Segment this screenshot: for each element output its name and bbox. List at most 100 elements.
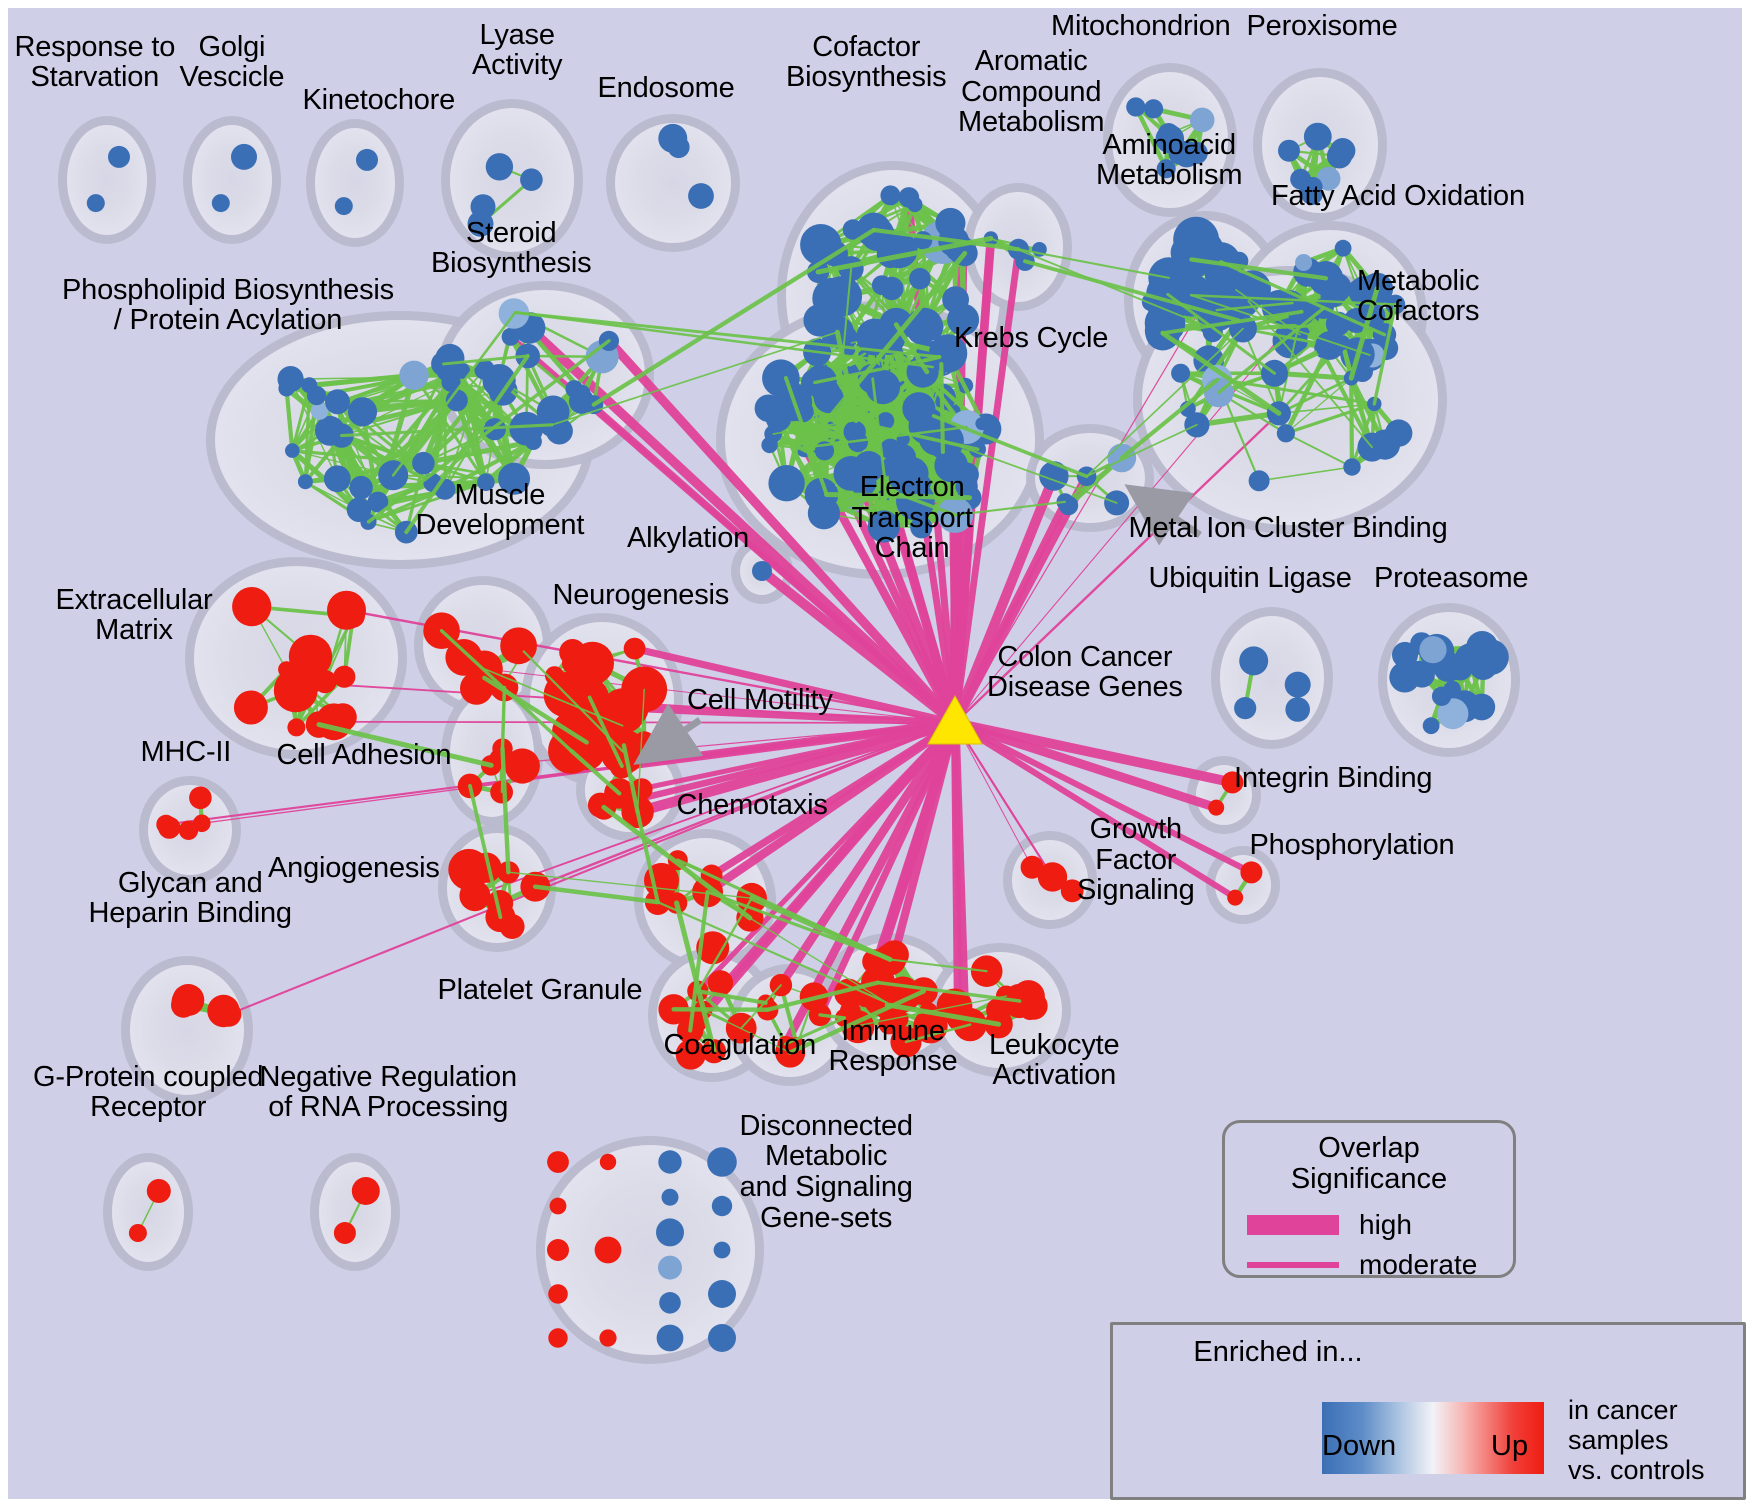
gene-set-node[interactable] — [1248, 470, 1270, 492]
gene-set-node[interactable] — [572, 384, 591, 403]
gene-set-node[interactable] — [879, 949, 904, 974]
gene-set-node[interactable] — [842, 219, 864, 240]
gene-set-node[interactable] — [333, 665, 356, 688]
gene-set-node[interactable] — [656, 1218, 684, 1247]
gene-set-node[interactable] — [600, 688, 646, 734]
gene-set-node[interactable] — [754, 394, 783, 423]
gene-set-node[interactable] — [708, 1280, 736, 1308]
gene-set-node[interactable] — [688, 183, 714, 209]
gene-set-node[interactable] — [876, 412, 895, 430]
gene-set-node[interactable] — [708, 1324, 736, 1352]
gene-set-node[interactable] — [1448, 656, 1473, 681]
gene-set-node[interactable] — [1326, 143, 1353, 169]
hub-triangle-icon[interactable] — [927, 694, 983, 745]
gene-set-node[interactable] — [1408, 660, 1430, 682]
gene-set-node[interactable] — [467, 210, 494, 237]
gene-set-node[interactable] — [910, 516, 933, 539]
gene-set-node[interactable] — [548, 1284, 568, 1304]
gene-set-node[interactable] — [1419, 636, 1447, 664]
gene-set-node[interactable] — [520, 168, 543, 191]
gene-set-node[interactable] — [1278, 139, 1300, 162]
cluster-bubble-golgi-vescicle[interactable] — [192, 125, 272, 235]
gene-set-node[interactable] — [804, 477, 839, 512]
gene-set-node[interactable] — [509, 411, 544, 446]
gene-set-node[interactable] — [713, 1241, 731, 1259]
gene-set-node[interactable] — [287, 718, 306, 737]
gene-set-node[interactable] — [880, 276, 904, 301]
gene-set-node[interactable] — [928, 334, 968, 373]
gene-set-node[interactable] — [412, 451, 435, 475]
gene-set-node[interactable] — [501, 327, 520, 346]
gene-set-node[interactable] — [1285, 697, 1310, 722]
gene-set-node[interactable] — [1422, 717, 1440, 735]
gene-set-node[interactable] — [1303, 122, 1332, 151]
gene-set-node[interactable] — [288, 634, 333, 679]
gene-set-node[interactable] — [975, 417, 989, 431]
gene-set-node[interactable] — [761, 436, 778, 454]
gene-set-node[interactable] — [310, 401, 329, 420]
gene-set-node[interactable] — [547, 1151, 569, 1173]
gene-set-node[interactable] — [880, 185, 901, 206]
gene-set-node[interactable] — [459, 880, 491, 912]
gene-set-node[interactable] — [1227, 889, 1244, 906]
gene-set-node[interactable] — [341, 604, 365, 628]
gene-set-node[interactable] — [1334, 239, 1352, 257]
gene-set-node[interactable] — [1240, 861, 1263, 884]
gene-set-node[interactable] — [233, 690, 268, 725]
gene-set-node[interactable] — [658, 1150, 682, 1174]
gene-set-node[interactable] — [232, 587, 272, 627]
gene-set-node[interactable] — [347, 397, 378, 427]
gene-set-node[interactable] — [1208, 799, 1225, 816]
gene-set-node[interactable] — [346, 497, 372, 522]
gene-set-node[interactable] — [834, 978, 863, 1008]
gene-set-node[interactable] — [1060, 879, 1084, 903]
gene-set-node[interactable] — [349, 475, 373, 500]
gene-set-node[interactable] — [445, 389, 468, 412]
gene-set-node[interactable] — [856, 318, 894, 356]
gene-set-node[interactable] — [548, 1328, 568, 1348]
gene-set-node[interactable] — [1037, 862, 1068, 892]
gene-set-node[interactable] — [1343, 458, 1361, 476]
gene-set-node[interactable] — [707, 1147, 737, 1177]
gene-set-node[interactable] — [1189, 107, 1215, 133]
cluster-bubble-endosome[interactable] — [615, 123, 731, 243]
gene-set-node[interactable] — [325, 389, 350, 415]
gene-set-node[interactable] — [768, 465, 805, 502]
gene-set-node[interactable] — [1020, 855, 1044, 879]
gene-set-node[interactable] — [1276, 424, 1295, 443]
gene-set-node[interactable] — [696, 931, 730, 965]
gene-set-node[interactable] — [178, 820, 199, 840]
gene-set-node[interactable] — [86, 194, 105, 213]
gene-set-node[interactable] — [216, 1001, 242, 1027]
gene-set-node[interactable] — [1239, 646, 1269, 676]
gene-set-node[interactable] — [547, 1239, 569, 1261]
gene-set-node[interactable] — [1143, 99, 1164, 119]
gene-set-node[interactable] — [571, 641, 614, 685]
gene-set-node[interactable] — [367, 491, 389, 513]
gene-set-node[interactable] — [868, 515, 882, 529]
gene-set-node[interactable] — [549, 1197, 567, 1215]
gene-set-node[interactable] — [278, 380, 295, 397]
gene-set-node[interactable] — [942, 286, 969, 313]
hub-node-colon-cancer-disease-genes[interactable] — [927, 694, 983, 745]
gene-set-node[interactable] — [1473, 639, 1509, 675]
gene-set-node[interactable] — [1437, 698, 1469, 730]
gene-set-node[interactable] — [485, 153, 514, 181]
gene-set-node[interactable] — [562, 705, 606, 749]
gene-set-node[interactable] — [453, 362, 470, 379]
gene-set-node[interactable] — [471, 852, 502, 883]
gene-set-node[interactable] — [486, 890, 514, 917]
gene-set-node[interactable] — [1156, 159, 1176, 179]
gene-set-node[interactable] — [441, 372, 461, 392]
gene-set-node[interactable] — [1369, 429, 1401, 460]
gene-set-node[interactable] — [752, 561, 772, 581]
gene-set-node[interactable] — [285, 443, 300, 458]
gene-set-node[interactable] — [1185, 141, 1208, 165]
gene-set-node[interactable] — [146, 1179, 171, 1203]
gene-set-node[interactable] — [172, 984, 205, 1016]
gene-set-node[interactable] — [333, 1222, 356, 1244]
gene-set-node[interactable] — [1171, 363, 1191, 383]
gene-set-node[interactable] — [944, 458, 969, 484]
gene-set-node[interactable] — [594, 1236, 622, 1264]
cluster-bubble-kinetochore[interactable] — [315, 128, 395, 238]
